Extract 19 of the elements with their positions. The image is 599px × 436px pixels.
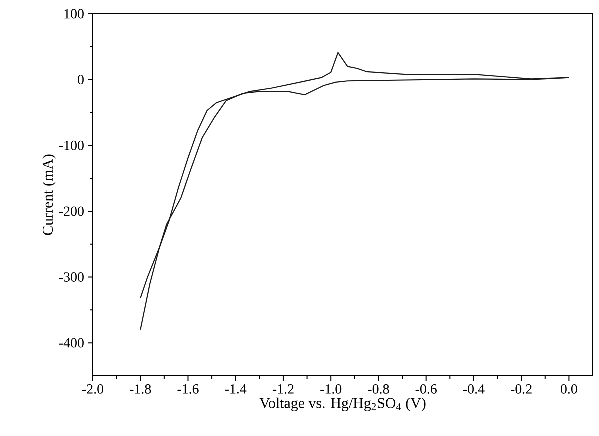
y-tick-label: -300 [59,272,84,282]
y-tick-label: -200 [59,206,84,216]
y-tick-label: -100 [59,140,84,150]
x-tick-label: -1.2 [272,384,294,394]
y-tick-label: 0 [78,75,84,85]
x-tick-label: -1.8 [130,384,152,394]
x-tick-label: -2.0 [82,384,104,394]
x-tick-label: -0.2 [511,384,532,394]
x-axis-title: Voltage vs. Hg/Hg$_{2}$SO$_{4}$ (V) [260,398,426,412]
y-tick-label: 100 [64,9,84,19]
x-tick-label: -1.6 [178,384,199,394]
x-tick-label: -0.8 [368,384,390,394]
x-tick-label: -0.4 [463,384,485,394]
x-tick-label: 0.0 [561,384,578,394]
x-tick-label: -0.6 [416,384,437,394]
y-tick-label: -400 [59,338,84,348]
x-tick-label: -1.4 [225,384,247,394]
x-tick-label: -1.0 [320,384,342,394]
y-axis-title: Current (mA) [42,154,56,236]
